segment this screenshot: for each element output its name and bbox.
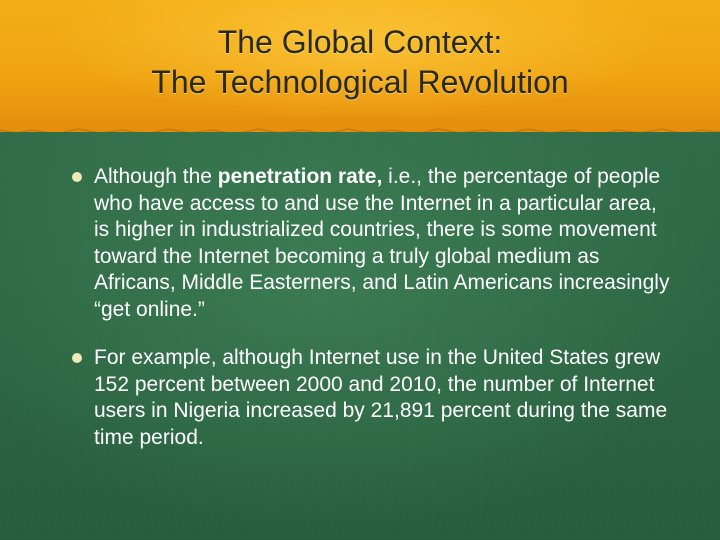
bullet-text: For example, although Internet use in th… xyxy=(94,346,668,449)
bullet-item: Although the penetration rate, i.e., the… xyxy=(72,164,672,323)
title-line-2: The Technological Revolution xyxy=(151,64,569,100)
bullet-text-before: Although the xyxy=(94,165,218,188)
content-background xyxy=(0,132,720,540)
bullet-bold-term: penetration rate, xyxy=(217,165,383,188)
title-line-1: The Global Context: xyxy=(217,24,503,60)
bullet-text-after: i.e., the percentage of people who have … xyxy=(94,165,670,321)
bullet-dot-icon xyxy=(72,353,82,363)
bullet-item: For example, although Internet use in th… xyxy=(72,345,672,451)
slide-title: The Global Context: The Technological Re… xyxy=(0,22,720,102)
bullet-dot-icon xyxy=(72,172,82,182)
header-band xyxy=(0,0,720,132)
bullet-list: Although the penetration rate, i.e., the… xyxy=(72,164,672,473)
